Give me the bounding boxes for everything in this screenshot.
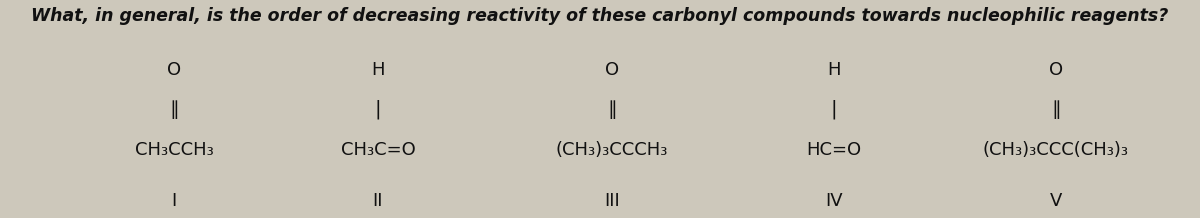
Text: O: O [605,61,619,79]
Text: V: V [1050,192,1062,209]
Text: IV: IV [826,192,842,209]
Text: CH₃C=O: CH₃C=O [341,141,415,159]
Text: II: II [373,192,383,209]
Text: ∥: ∥ [1051,99,1061,119]
Text: What, in general, is the order of decreasing reactivity of these carbonyl compou: What, in general, is the order of decrea… [31,7,1169,25]
Text: |: | [830,99,838,119]
Text: H: H [827,61,841,79]
Text: HC=O: HC=O [806,141,862,159]
Text: ∥: ∥ [607,99,617,119]
Text: III: III [604,192,620,209]
Text: CH₃CCH₃: CH₃CCH₃ [134,141,214,159]
Text: I: I [172,192,176,209]
Text: H: H [371,61,385,79]
Text: |: | [374,99,382,119]
Text: (CH₃)₃CCC(CH₃)₃: (CH₃)₃CCC(CH₃)₃ [983,141,1129,159]
Text: (CH₃)₃CCCH₃: (CH₃)₃CCCH₃ [556,141,668,159]
Text: O: O [167,61,181,79]
Text: ∥: ∥ [169,99,179,119]
Text: O: O [1049,61,1063,79]
